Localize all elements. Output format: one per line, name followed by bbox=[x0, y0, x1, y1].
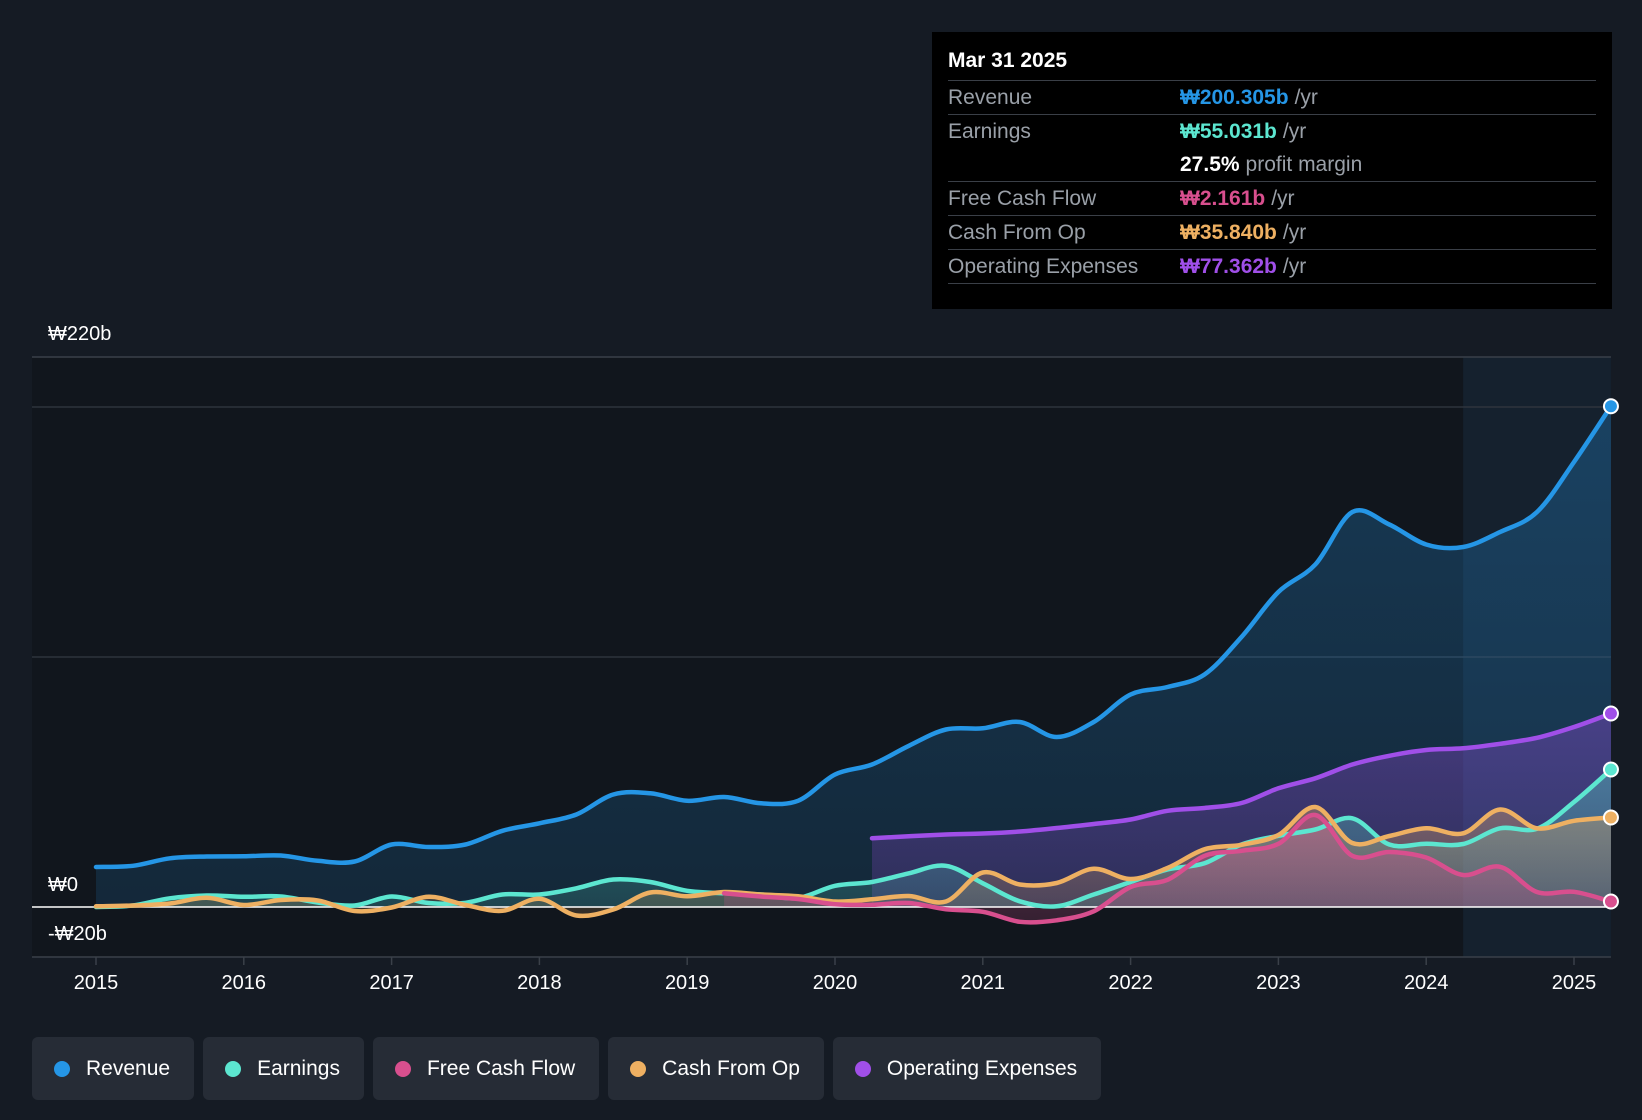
tooltip-label: Earnings bbox=[948, 119, 1031, 143]
tooltip-value: 27.5% bbox=[1180, 152, 1240, 176]
legend-item-revenue[interactable]: Revenue bbox=[32, 1037, 195, 1100]
cfo-line bbox=[93, 804, 1614, 919]
fcf-line bbox=[721, 812, 1614, 925]
tooltip-row-cfo: Cash From Op ₩35.840b /yr bbox=[948, 215, 1596, 249]
x-tick-label: 2025 bbox=[1552, 972, 1597, 994]
opex-line bbox=[869, 711, 1614, 841]
x-tick-label: 2023 bbox=[1256, 972, 1301, 994]
x-tick-label: 2019 bbox=[665, 972, 710, 994]
tooltip-unit: /yr bbox=[1282, 254, 1307, 278]
x-tick-label: 2016 bbox=[222, 972, 267, 994]
tooltip-value: ₩35.840b bbox=[1180, 220, 1277, 244]
x-tick-label: 2020 bbox=[813, 972, 858, 994]
opex-end-point bbox=[1602, 705, 1619, 722]
revenue-area bbox=[96, 406, 1611, 907]
cfo-end-point bbox=[1602, 809, 1619, 826]
x-tick-label: 2018 bbox=[517, 972, 562, 994]
x-tick-label: 2024 bbox=[1404, 972, 1449, 994]
tooltip-value: ₩200.305b bbox=[1180, 85, 1289, 109]
earnings-line bbox=[93, 767, 1614, 910]
tooltip-row-revenue: Revenue ₩200.305b /yr bbox=[948, 80, 1596, 114]
x-tick-label: 2015 bbox=[74, 972, 119, 994]
tooltip-date: Mar 31 2025 bbox=[948, 49, 1068, 72]
legend-label: Cash From Op bbox=[662, 1056, 800, 1080]
y-label-top: ₩220b bbox=[48, 323, 111, 345]
x-tick-label: 2017 bbox=[369, 972, 414, 994]
tooltip-label: Cash From Op bbox=[948, 220, 1086, 244]
y-label-zero: ₩0 bbox=[48, 874, 78, 896]
tooltip-unit: /yr bbox=[1282, 119, 1307, 143]
tooltip-unit: /yr bbox=[1282, 220, 1307, 244]
tooltip-panel: Mar 31 2025 Revenue ₩200.305b /yr Earnin… bbox=[932, 32, 1612, 309]
legend-item-cfo[interactable]: Cash From Op bbox=[608, 1037, 824, 1100]
fcf-end-point bbox=[1602, 893, 1619, 910]
legend-dot-icon bbox=[54, 1060, 70, 1077]
y-label-bottom: -₩20b bbox=[48, 923, 107, 945]
tooltip-row-opex: Operating Expenses ₩77.362b /yr bbox=[948, 249, 1596, 284]
legend-dot-icon bbox=[394, 1060, 411, 1077]
tooltip-value: ₩2.161b bbox=[1180, 186, 1266, 210]
legend-dot-icon bbox=[854, 1060, 871, 1077]
legend-label: Operating Expenses bbox=[886, 1056, 1078, 1080]
earnings-end-point bbox=[1602, 761, 1619, 778]
legend-label: Revenue bbox=[86, 1056, 171, 1080]
legend-label: Earnings bbox=[257, 1056, 340, 1080]
legend-label: Free Cash Flow bbox=[426, 1056, 576, 1080]
x-tick-label: 2022 bbox=[1108, 972, 1153, 994]
legend-item-opex[interactable]: Operating Expenses bbox=[832, 1037, 1102, 1100]
legend-item-earnings[interactable]: Earnings bbox=[203, 1037, 364, 1100]
x-tick-label: 2021 bbox=[961, 972, 1006, 994]
tooltip-unit: /yr bbox=[1294, 85, 1318, 109]
tooltip-value: ₩77.362b bbox=[1180, 254, 1277, 278]
revenue-line bbox=[93, 404, 1614, 870]
legend-dot-icon bbox=[225, 1060, 242, 1077]
tooltip-value: ₩55.031b bbox=[1180, 119, 1277, 143]
tooltip-row-earnings: Earnings ₩55.031b /yr bbox=[948, 114, 1596, 148]
tooltip-unit: profit margin bbox=[1245, 152, 1363, 176]
legend-item-fcf[interactable]: Free Cash Flow bbox=[372, 1037, 600, 1100]
tooltip-row-fcf: Free Cash Flow ₩2.161b /yr bbox=[948, 181, 1596, 215]
tooltip-label: Operating Expenses bbox=[948, 254, 1139, 278]
tooltip-row-margin: 27.5% profit margin bbox=[948, 148, 1596, 181]
tooltip-label: Free Cash Flow bbox=[948, 186, 1097, 210]
revenue-end-point bbox=[1602, 398, 1619, 415]
tooltip-unit: /yr bbox=[1271, 186, 1295, 210]
legend-dot-icon bbox=[630, 1060, 647, 1077]
tooltip-label: Revenue bbox=[948, 85, 1033, 109]
fcf-area bbox=[724, 814, 1611, 923]
legend: Revenue Earnings Free Cash Flow Cash Fro… bbox=[32, 1037, 1102, 1100]
